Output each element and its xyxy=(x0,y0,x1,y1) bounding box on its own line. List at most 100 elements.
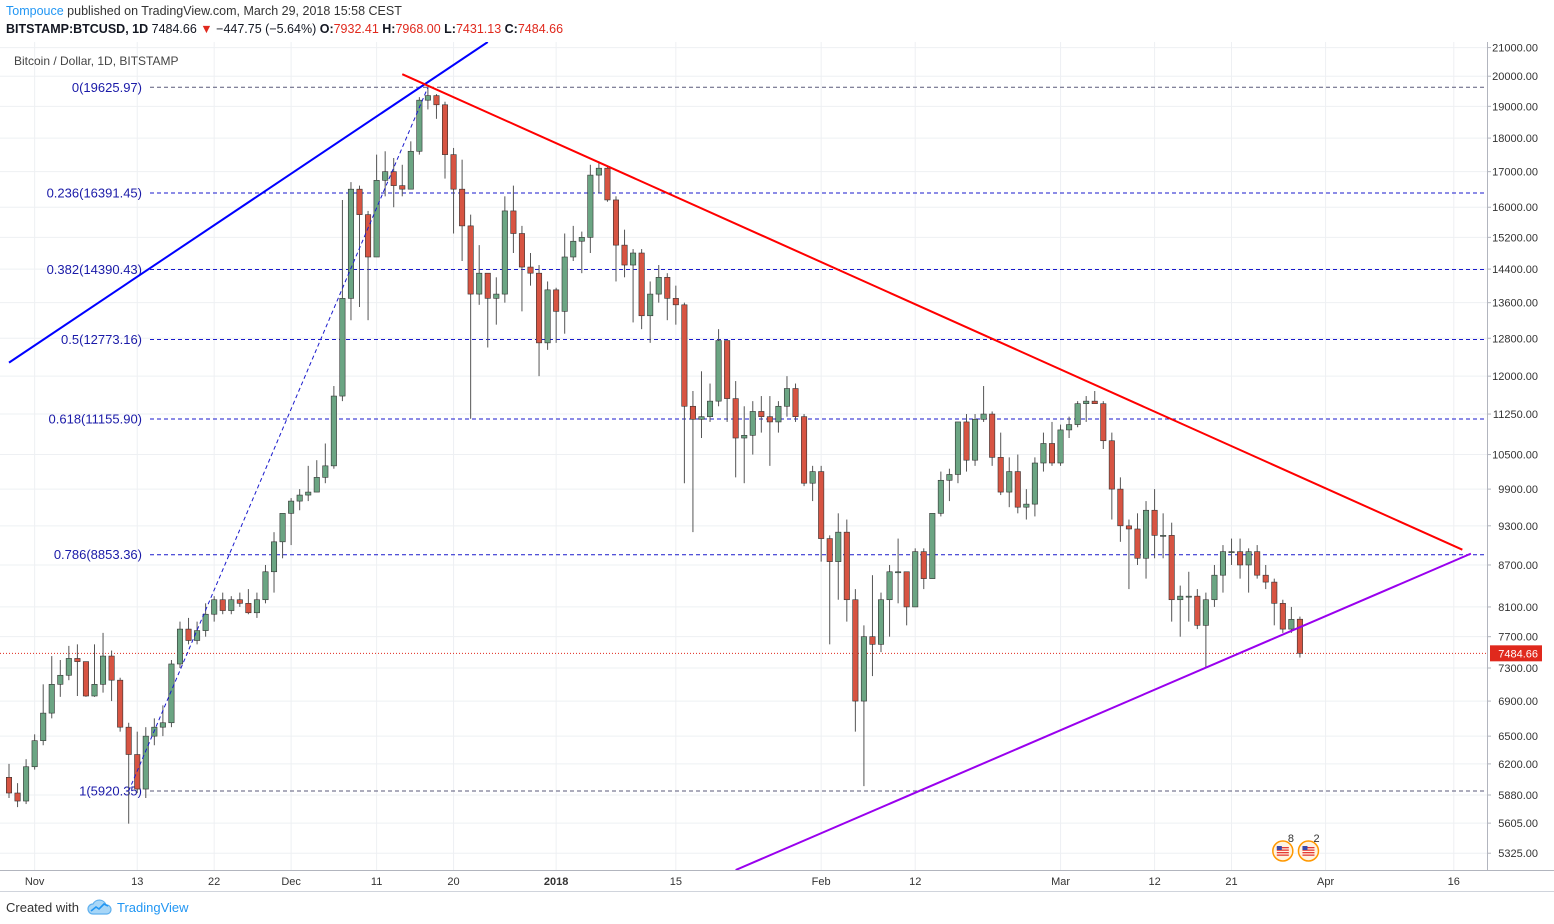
candle[interactable] xyxy=(100,632,107,693)
candle[interactable] xyxy=(288,498,295,546)
trendline[interactable] xyxy=(401,73,1463,551)
candle[interactable] xyxy=(741,406,748,484)
candle[interactable] xyxy=(561,233,568,334)
candle[interactable] xyxy=(544,281,551,350)
candle[interactable] xyxy=(339,199,346,402)
candle[interactable] xyxy=(1143,501,1150,579)
candle[interactable] xyxy=(459,159,466,262)
candle[interactable] xyxy=(664,273,671,321)
candle[interactable] xyxy=(1023,489,1030,520)
candle[interactable] xyxy=(450,147,457,234)
candle[interactable] xyxy=(279,513,286,559)
candle[interactable] xyxy=(31,734,38,770)
candle[interactable] xyxy=(724,340,731,422)
candle[interactable] xyxy=(1202,592,1209,668)
candle[interactable] xyxy=(1177,585,1184,637)
candle[interactable] xyxy=(595,161,602,193)
candle[interactable] xyxy=(912,548,919,608)
candle[interactable] xyxy=(14,783,21,808)
candle[interactable] xyxy=(826,535,833,645)
candle[interactable] xyxy=(476,245,483,305)
candle[interactable] xyxy=(715,329,722,407)
candle[interactable] xyxy=(792,383,799,422)
candle[interactable] xyxy=(886,564,893,637)
candle[interactable] xyxy=(801,414,808,487)
candle[interactable] xyxy=(48,656,55,719)
candle[interactable] xyxy=(1151,489,1158,559)
candle[interactable] xyxy=(493,277,500,325)
candle[interactable] xyxy=(313,460,320,493)
candle[interactable] xyxy=(775,401,782,433)
candle[interactable] xyxy=(878,592,885,653)
candle[interactable] xyxy=(322,443,329,484)
candle[interactable] xyxy=(91,644,98,697)
candle[interactable] xyxy=(1125,519,1132,590)
candle[interactable] xyxy=(1074,401,1081,428)
fib-anchor-line[interactable] xyxy=(128,87,429,792)
candle[interactable] xyxy=(843,519,850,622)
candle[interactable] xyxy=(587,164,594,254)
candle[interactable] xyxy=(553,287,560,343)
candle[interactable] xyxy=(518,225,525,312)
candle[interactable] xyxy=(202,603,209,637)
candle[interactable] xyxy=(1228,538,1235,565)
candle[interactable] xyxy=(6,763,13,799)
candle[interactable] xyxy=(74,644,81,696)
candle[interactable] xyxy=(305,465,312,502)
candle[interactable] xyxy=(108,650,115,702)
candle[interactable] xyxy=(442,101,449,179)
candle[interactable] xyxy=(963,414,970,472)
candle[interactable] xyxy=(1014,454,1021,514)
us-flag-icon[interactable]: 8 xyxy=(1272,833,1294,862)
candle[interactable] xyxy=(1271,578,1278,626)
candle[interactable] xyxy=(219,592,226,615)
candle[interactable] xyxy=(134,731,141,794)
candle[interactable] xyxy=(1117,477,1124,542)
candle[interactable] xyxy=(40,684,47,746)
candle[interactable] xyxy=(1057,424,1064,466)
candle[interactable] xyxy=(168,660,175,728)
candle[interactable] xyxy=(604,166,611,202)
candle[interactable] xyxy=(194,621,201,645)
candle[interactable] xyxy=(749,401,756,455)
candle[interactable] xyxy=(57,660,64,697)
candle[interactable] xyxy=(330,386,337,469)
candle[interactable] xyxy=(527,253,534,286)
candle[interactable] xyxy=(835,513,842,600)
candle[interactable] xyxy=(946,468,953,502)
candle[interactable] xyxy=(937,471,944,517)
candle[interactable] xyxy=(1254,545,1261,579)
candle[interactable] xyxy=(1245,548,1252,593)
candle[interactable] xyxy=(1194,589,1201,630)
candle[interactable] xyxy=(578,231,585,274)
candle[interactable] xyxy=(929,513,936,579)
candle[interactable] xyxy=(467,214,474,419)
tradingview-brand-link[interactable]: TradingView xyxy=(117,900,189,915)
candle[interactable] xyxy=(1134,513,1141,565)
candle[interactable] xyxy=(65,645,72,681)
candle[interactable] xyxy=(1031,457,1038,517)
candle[interactable] xyxy=(1160,513,1167,559)
candle[interactable] xyxy=(972,414,979,466)
candle[interactable] xyxy=(954,421,961,484)
candle[interactable] xyxy=(484,272,491,348)
candle[interactable] xyxy=(373,154,380,258)
candle[interactable] xyxy=(536,265,543,377)
candle[interactable] xyxy=(228,596,235,615)
candle[interactable] xyxy=(356,185,363,307)
candle[interactable] xyxy=(407,141,414,190)
candle[interactable] xyxy=(390,157,397,208)
candle[interactable] xyxy=(1288,606,1295,633)
candle[interactable] xyxy=(117,677,124,732)
time-axis[interactable]: Nov 13 22 Dec 11 20 2018 15 Feb 12 Mar 12 21 Apr 16 xyxy=(0,870,1554,889)
candle[interactable] xyxy=(920,548,927,590)
candle[interactable] xyxy=(1219,545,1226,593)
candle[interactable] xyxy=(681,302,688,484)
candle[interactable] xyxy=(185,617,192,645)
candle[interactable] xyxy=(1006,457,1013,508)
candle[interactable] xyxy=(621,229,628,278)
candle[interactable] xyxy=(245,589,252,615)
candle[interactable] xyxy=(1091,391,1098,405)
candle[interactable] xyxy=(262,564,269,604)
candle[interactable] xyxy=(382,151,389,197)
